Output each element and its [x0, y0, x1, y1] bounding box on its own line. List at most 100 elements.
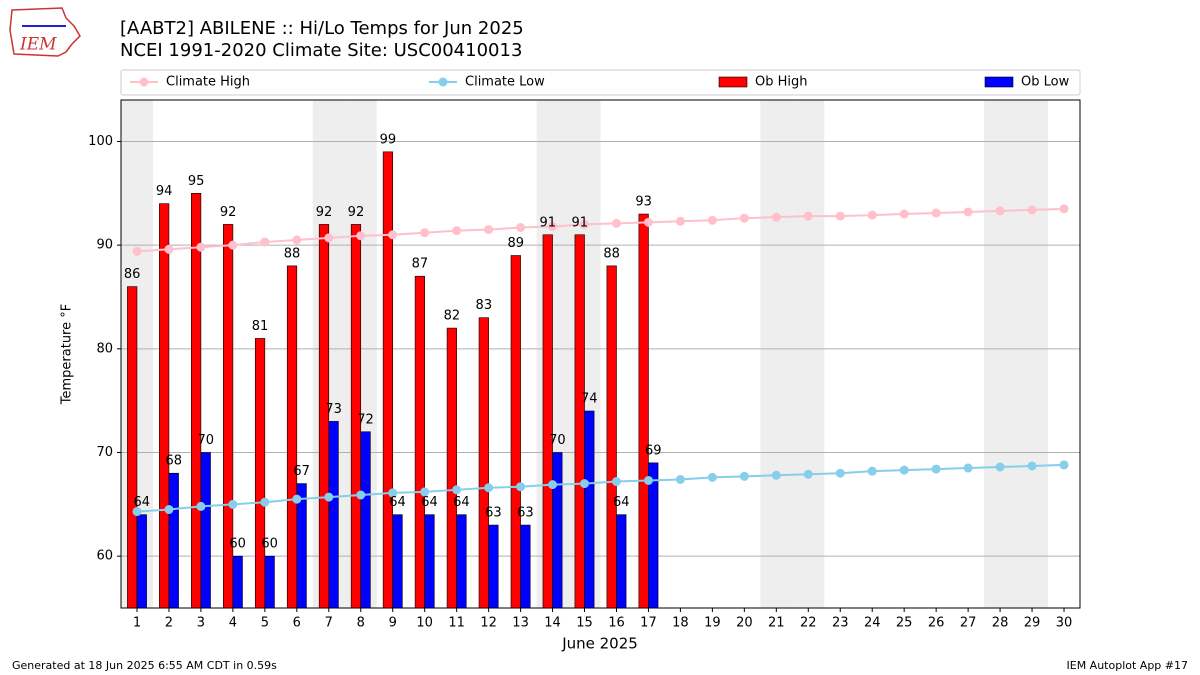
point [228, 499, 238, 509]
legend-label: Ob Low [1021, 75, 1070, 90]
bar [232, 555, 243, 609]
bar [328, 421, 339, 609]
point [739, 213, 749, 223]
value-label: 87 [412, 257, 429, 272]
logo-text: IEM [19, 35, 57, 55]
point [196, 501, 206, 511]
legend-label: Climate Low [465, 75, 545, 90]
x-tick-label: 26 [928, 616, 945, 631]
x-tick-label: 11 [448, 616, 465, 631]
x-tick-label: 12 [480, 616, 497, 631]
legend-marker [139, 77, 149, 87]
point [452, 226, 462, 236]
point [899, 465, 909, 475]
x-tick-label: 24 [864, 616, 881, 631]
x-tick-label: 28 [992, 616, 1009, 631]
value-label: 92 [220, 205, 237, 220]
logo-outline [9, 7, 81, 57]
x-tick-label: 23 [832, 616, 849, 631]
x-tick-label: 16 [608, 616, 625, 631]
point [132, 507, 142, 517]
x-tick-label: 29 [1024, 616, 1041, 631]
point [356, 231, 366, 241]
x-tick-label: 20 [736, 616, 753, 631]
value-label: 64 [389, 495, 406, 510]
value-label: 63 [485, 506, 502, 521]
y-tick-label: 100 [88, 134, 113, 149]
point [611, 477, 621, 487]
bar [136, 514, 147, 609]
weekend-shade [1016, 100, 1049, 608]
x-tick-label: 15 [576, 616, 593, 631]
bar [542, 234, 553, 609]
x-tick-label: 6 [293, 616, 301, 631]
bar [606, 265, 617, 609]
bar [360, 431, 371, 609]
weekend-shade [760, 100, 793, 608]
point [867, 210, 877, 220]
point [516, 482, 526, 492]
x-tick-label: 17 [640, 616, 657, 631]
value-label: 60 [261, 537, 278, 552]
value-label: 64 [134, 495, 151, 510]
value-label: 69 [645, 443, 662, 458]
point [388, 230, 398, 240]
value-label: 70 [197, 433, 214, 448]
x-tick-label: 13 [512, 616, 529, 631]
value-label: 92 [348, 205, 365, 220]
value-label: 89 [508, 236, 525, 251]
bar [456, 514, 467, 609]
point [324, 233, 334, 243]
bar [392, 514, 403, 609]
point [963, 463, 973, 473]
value-label: 81 [252, 319, 269, 334]
point [356, 490, 366, 500]
value-label: 83 [476, 298, 493, 313]
point [931, 464, 941, 474]
x-tick-label: 3 [197, 616, 205, 631]
point [292, 494, 302, 504]
value-label: 64 [421, 495, 438, 510]
legend-swatch [984, 76, 1014, 88]
point [388, 488, 398, 498]
bar [510, 255, 521, 609]
legend-box [120, 69, 1081, 96]
value-label: 73 [325, 402, 342, 417]
plot-area [121, 100, 1080, 609]
point [675, 474, 685, 484]
value-label: 88 [284, 246, 301, 261]
bar [200, 452, 211, 609]
x-tick-label: 27 [960, 616, 977, 631]
point [484, 225, 494, 235]
footer-right: IEM Autoplot App #17 [1067, 659, 1189, 672]
bar [616, 514, 627, 609]
value-label: 63 [517, 506, 534, 521]
value-label: 82 [444, 309, 461, 324]
point [580, 219, 590, 229]
point [739, 471, 749, 481]
x-tick-label: 18 [672, 616, 689, 631]
line [136, 207, 1065, 253]
point [803, 469, 813, 479]
bar [159, 203, 170, 609]
chart-title: [AABT2] ABILENE :: Hi/Lo Temps for Jun 2… [120, 18, 524, 39]
point [452, 485, 462, 495]
bar [552, 452, 563, 609]
bar [584, 410, 595, 609]
x-tick-label: 7 [325, 616, 333, 631]
point [1059, 460, 1069, 470]
legend-swatch [718, 76, 748, 88]
value-label: 70 [549, 433, 566, 448]
point [420, 228, 430, 238]
bar [446, 327, 457, 609]
point [867, 466, 877, 476]
point [643, 217, 653, 227]
point [771, 212, 781, 222]
point [995, 462, 1005, 472]
bar [286, 265, 298, 609]
logo: IEM [9, 7, 81, 57]
y-axis-label: Temperature °F [60, 304, 75, 405]
point [643, 475, 653, 485]
point [484, 483, 494, 493]
